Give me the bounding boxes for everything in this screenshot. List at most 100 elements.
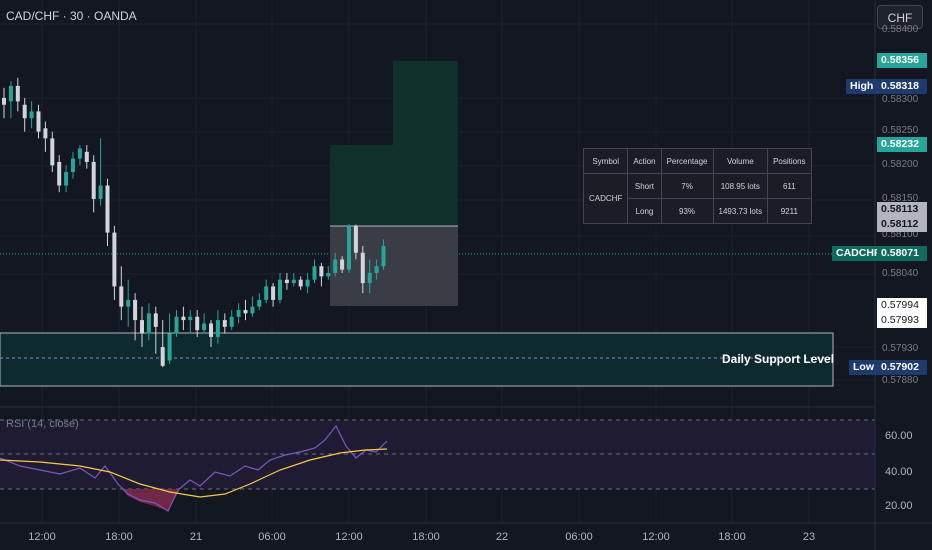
candle [347, 223, 351, 273]
candle-body [22, 104, 27, 119]
candle-body [284, 279, 289, 284]
candle [284, 272, 289, 290]
candle-body [229, 316, 234, 327]
time-tick: 12:00 [335, 531, 363, 543]
candle-body [340, 259, 345, 270]
candle-body [209, 323, 213, 337]
candle-body [257, 299, 262, 307]
candle [15, 77, 20, 112]
candle-body [326, 272, 331, 277]
candle-body [64, 172, 69, 186]
candle-body [243, 309, 248, 314]
candle-body [347, 225, 351, 270]
candle [29, 101, 34, 129]
price-tick: 0.57880 [882, 375, 919, 386]
candle-body [188, 316, 193, 321]
candle [146, 303, 151, 341]
candle-body [222, 320, 227, 327]
candle-body [319, 266, 324, 277]
candle [119, 266, 124, 321]
candle-body [105, 185, 110, 233]
price-tick: 0.58150 [882, 193, 919, 204]
candle [153, 306, 158, 354]
level-price-tag-2: 0.57993 [877, 313, 927, 328]
symbol-price-label: CADCHF [832, 246, 880, 261]
candle-body [333, 259, 338, 273]
candle-body [174, 316, 179, 334]
table-cell: 9211 [767, 198, 812, 224]
table-header-cell: Percentage [660, 148, 714, 174]
candle-body [360, 252, 365, 284]
price-tick: 0.58400 [882, 24, 919, 35]
candle [264, 279, 269, 304]
rsi-indicator-label[interactable]: RSI (14, close) [6, 418, 79, 430]
candle [229, 309, 234, 331]
candle [202, 313, 207, 334]
time-tick: 12:00 [28, 531, 56, 543]
candle [181, 306, 186, 331]
candle [353, 224, 358, 260]
candle [91, 155, 96, 213]
candle-body [43, 128, 48, 139]
time-tick: 22 [495, 531, 509, 543]
candle [50, 131, 55, 173]
price-tick: 0.58250 [882, 125, 919, 136]
candle [243, 299, 248, 321]
candle-body [36, 111, 41, 132]
candle-body [312, 266, 317, 280]
candle [22, 98, 27, 132]
table-cell: 7% [660, 173, 714, 199]
table-cell: 611 [767, 173, 812, 199]
rsi-ma-line [0, 448, 388, 498]
candle [326, 266, 331, 280]
candle-body [236, 309, 241, 317]
candle [291, 272, 296, 287]
candle [271, 283, 276, 307]
candle [367, 259, 372, 294]
candle-body [278, 279, 282, 300]
candle [305, 272, 310, 294]
currency-button[interactable]: CHF [877, 5, 923, 29]
candle-body [181, 316, 186, 321]
long-stop-zone-2 [393, 226, 458, 306]
candle [215, 309, 220, 344]
candle [188, 309, 193, 334]
positions-table: Symbol Action Percentage Volume Position… [582, 148, 812, 224]
candle [312, 259, 317, 284]
entry-price-tag-1: 0.58113 [877, 202, 927, 217]
candle-body [112, 232, 117, 287]
candle-body [71, 158, 75, 173]
candle [36, 104, 41, 139]
table-cell: Long [627, 198, 662, 224]
candles [2, 77, 386, 368]
price-tick: 0.58040 [882, 268, 919, 279]
candle [64, 165, 69, 193]
candle-body [153, 313, 158, 327]
candle [333, 252, 338, 277]
candle [2, 87, 6, 119]
candle [209, 320, 213, 347]
positions-table-header: Symbol Action Percentage Volume Position… [582, 148, 812, 174]
candle-body [77, 148, 82, 159]
candle-body [140, 320, 144, 334]
candle [278, 272, 282, 304]
table-header-cell: Symbol [582, 148, 629, 174]
candle-body [271, 286, 276, 300]
low-label-tag: Low [849, 360, 877, 375]
table-cell: 108.95 lots [712, 173, 769, 199]
candle-body [202, 323, 207, 331]
target-mid-price-tag: 0.58232 [877, 137, 927, 152]
candle-body [57, 161, 62, 186]
candle [71, 151, 75, 179]
target-top-price-tag: 0.58356 [877, 53, 927, 68]
rsi-line [0, 424, 388, 512]
candle-body [91, 161, 96, 199]
rsi-tick: 60.00 [885, 430, 913, 442]
low-price-tag: 0.57902 [877, 360, 927, 375]
candle [360, 246, 365, 294]
candle [236, 303, 241, 324]
high-price-tag: 0.58318 [877, 79, 927, 94]
price-tick: 0.58100 [882, 229, 919, 240]
rsi-tick: 40.00 [885, 466, 913, 478]
